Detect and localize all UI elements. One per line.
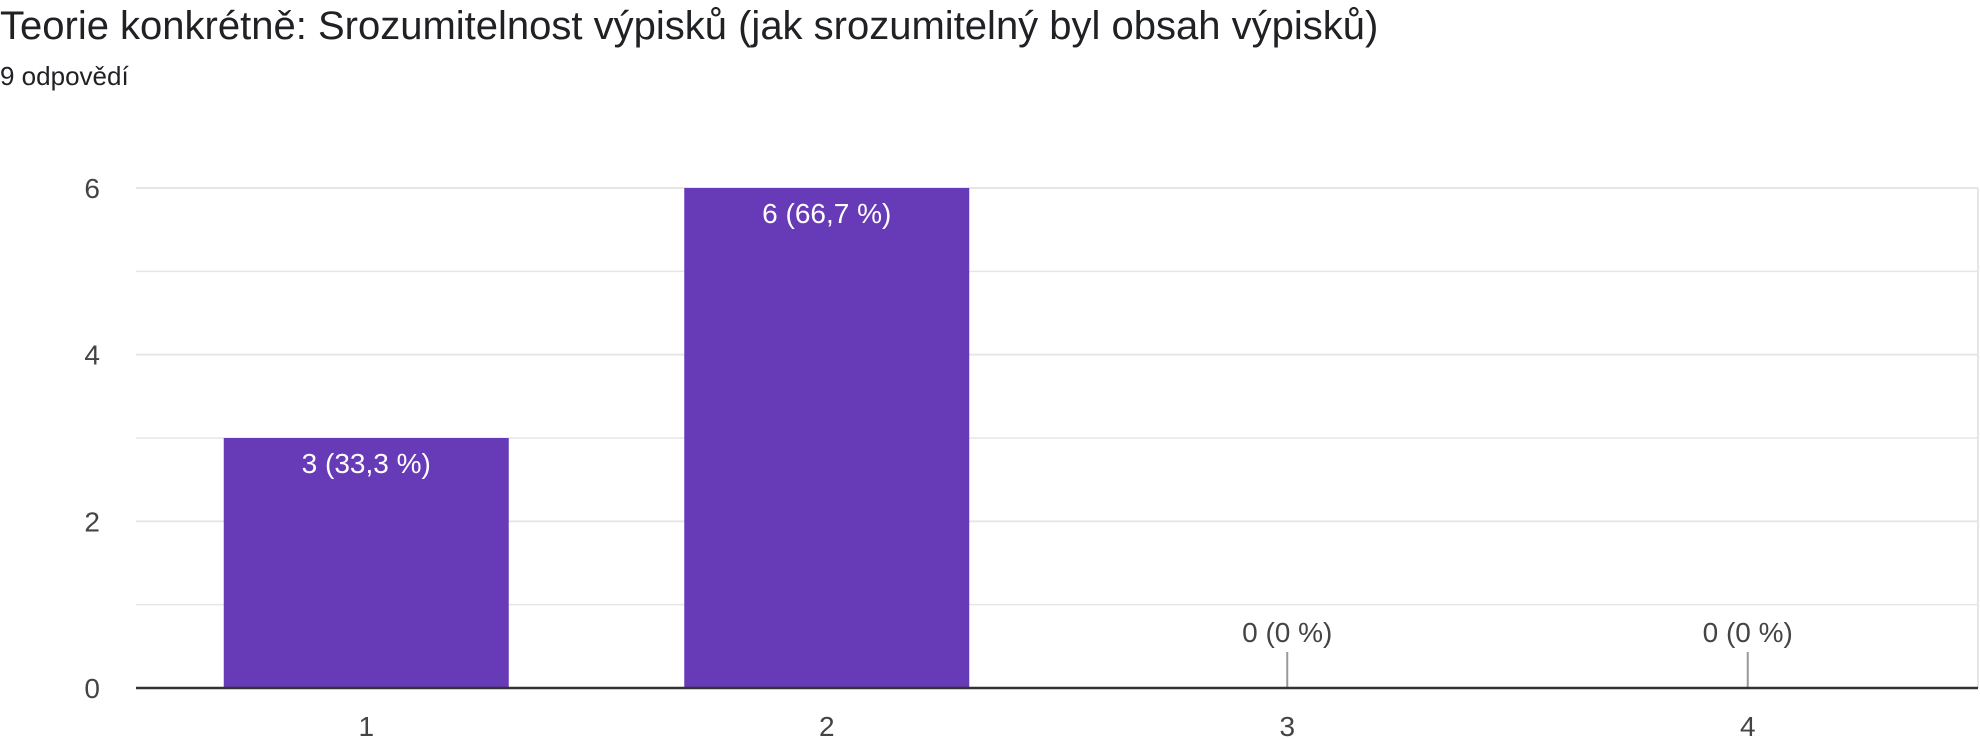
y-tick-label: 0 <box>84 673 100 704</box>
bar <box>223 438 509 688</box>
bar <box>684 188 970 688</box>
data-label: 0 (0 %) <box>1703 617 1793 648</box>
x-tick-label: 1 <box>358 711 374 739</box>
response-count: 9 odpovědí <box>0 61 129 91</box>
bars <box>223 188 1749 688</box>
x-tick-label: 4 <box>1740 711 1756 739</box>
x-tick-label: 2 <box>819 711 835 739</box>
x-tick-label: 3 <box>1279 711 1295 739</box>
data-label: 6 (66,7 %) <box>762 198 891 229</box>
data-label: 0 (0 %) <box>1242 617 1332 648</box>
chart-title: Teorie konkrétně: Srozumitelnost výpisků… <box>0 4 1379 48</box>
y-tick-label: 4 <box>84 340 100 371</box>
y-tick-label: 6 <box>84 173 100 204</box>
y-tick-label: 2 <box>84 506 100 537</box>
data-label: 3 (33,3 %) <box>302 448 431 479</box>
labels: 0 2 4 6 3 (33,3 %) 1 6 (66,7 %) 2 0 (0 %) 3 0 (0 %… <box>84 173 1792 739</box>
